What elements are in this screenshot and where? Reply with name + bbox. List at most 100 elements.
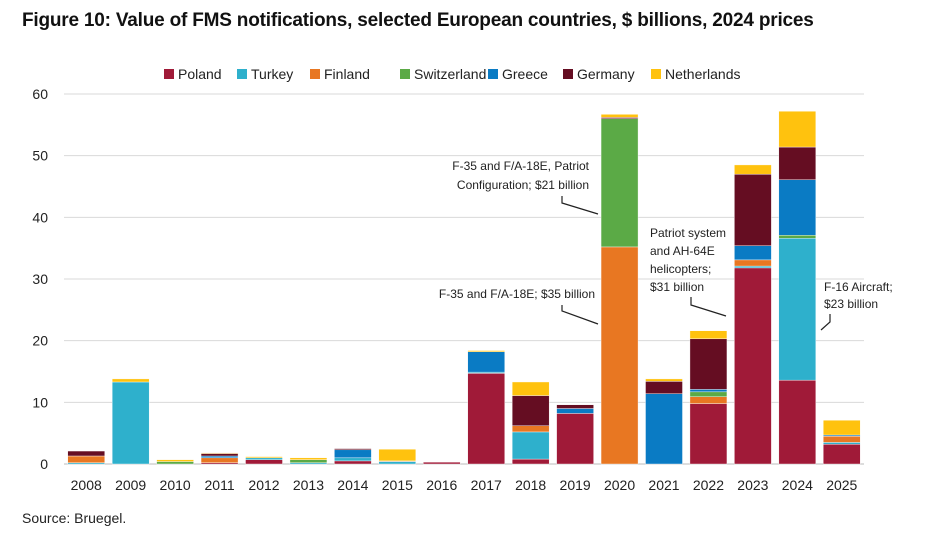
x-tick-label: 2008 [71, 477, 102, 493]
bar-turkey-2025 [823, 442, 861, 445]
bar-germany-2014 [334, 448, 372, 451]
x-tick-label: 2017 [471, 477, 502, 493]
annotation-leader-line [561, 196, 599, 215]
x-tick-label: 2011 [205, 477, 235, 493]
legend-label-netherlands: Netherlands [665, 66, 741, 82]
y-tick-label: 40 [32, 209, 48, 225]
bar-greece-2017 [467, 351, 505, 373]
annotation-leader-line [820, 314, 831, 331]
bar-greece-2019 [556, 408, 594, 414]
bar-poland-2025 [823, 444, 861, 465]
x-tick-label: 2016 [426, 477, 457, 493]
annotation-leader-line [690, 297, 727, 317]
y-tick-label: 50 [32, 148, 48, 164]
bar-netherlands-2025 [823, 420, 861, 436]
annotations: F-35 and F/A-18E, Patriot Configuration; … [439, 159, 893, 331]
bar-turkey-2015 [378, 461, 417, 465]
bar-poland-2023 [734, 267, 772, 465]
bar-germany-2019 [556, 404, 594, 409]
x-tick-label: 2020 [604, 477, 635, 493]
annotation-2020-switzerland: F-35 and F/A-18E, Patriot Configuration; … [452, 159, 589, 192]
bar-switzerland-2024 [778, 235, 817, 239]
bar-germany-2023 [734, 173, 772, 246]
bar-germany-2011 [200, 453, 239, 457]
bar-germany-2022 [689, 338, 728, 390]
bar-poland-2017 [467, 373, 505, 465]
bar-turkey-2018 [511, 431, 550, 460]
legend-swatch-finland [310, 69, 320, 79]
x-tick-label: 2019 [560, 477, 591, 493]
x-tick-label: 2021 [648, 477, 679, 493]
bar-turkey-2014 [334, 457, 372, 462]
legend-swatch-greece [488, 69, 498, 79]
bar-greece-2021 [645, 393, 683, 465]
legend-swatch-germany [563, 69, 573, 79]
legend-label-greece: Greece [502, 66, 548, 82]
bar-poland-2022 [689, 403, 728, 465]
annotation-2020-finland: F-35 and F/A-18E; $35 billion [439, 287, 595, 301]
bar-finland-2018 [511, 425, 550, 433]
bar-switzerland-2010 [156, 461, 194, 465]
annotation-2023-poland: Patriot system and AH-64E helicopters; $31 … [650, 226, 726, 294]
bar-poland-2012 [245, 459, 283, 465]
bar-germany-2008 [67, 450, 105, 457]
legend-swatch-poland [164, 69, 174, 79]
bar-greece-2022 [689, 389, 728, 393]
x-tick-label: 2012 [248, 477, 279, 493]
bar-netherlands-2018 [511, 381, 550, 396]
bar-germany-2018 [511, 395, 550, 426]
bar-netherlands-2022 [689, 330, 728, 340]
bar-turkey-2023 [734, 265, 772, 269]
bar-poland-2018 [511, 458, 550, 465]
bar-greece-2014 [334, 449, 372, 459]
annotation-leader-line [561, 305, 599, 325]
bar-finland-2008 [67, 455, 105, 463]
bar-netherlands-2023 [734, 164, 772, 175]
bar-poland-2024 [778, 379, 817, 465]
y-tick-label: 20 [32, 333, 48, 349]
legend-swatch-switzerland [400, 69, 410, 79]
bar-finland-2020 [600, 246, 639, 465]
bar-switzerland-2022 [689, 391, 728, 397]
source-note: Source: Bruegel. [22, 510, 127, 526]
x-tick-label: 2018 [515, 477, 546, 493]
chart-title: Figure 10: Value of FMS notifications, s… [22, 10, 814, 31]
x-tick-label: 2022 [693, 477, 724, 493]
bar-germany-2024 [778, 146, 817, 180]
bar-netherlands-2024 [778, 111, 817, 148]
legend-label-poland: Poland [178, 66, 222, 82]
bar-poland-2019 [556, 413, 594, 465]
bar-switzerland-2013 [289, 459, 328, 463]
bar-greece-2023 [734, 245, 772, 261]
legend-label-switzerland: Switzerland [414, 66, 486, 82]
legend-label-turkey: Turkey [251, 66, 293, 82]
x-tick-label: 2010 [160, 477, 191, 493]
bar-netherlands-2011 [200, 452, 239, 454]
bar-finland-2011 [200, 457, 239, 463]
bar-switzerland-2020 [600, 118, 639, 248]
legend-swatch-turkey [237, 69, 247, 79]
bar-netherlands-2017 [467, 350, 505, 352]
bar-poland-2016 [423, 461, 461, 465]
bar-netherlands-2020 [600, 114, 639, 118]
legend-swatch-netherlands [651, 69, 661, 79]
bar-netherlands-2015 [378, 449, 417, 462]
bar-germany-2021 [645, 381, 683, 394]
x-tick-label: 2025 [826, 477, 857, 493]
bar-turkey-2009 [111, 381, 150, 465]
bar-finland-2023 [734, 259, 772, 267]
x-tick-label: 2014 [337, 477, 368, 493]
annotation-2024-turkey: F-16 Aircraft; $23 billion [824, 280, 893, 311]
legend-label-finland: Finland [324, 66, 370, 82]
legend-label-germany: Germany [577, 66, 635, 82]
x-tick-label: 2023 [737, 477, 768, 493]
y-tick-label: 30 [32, 271, 48, 287]
bar-netherlands-2013 [289, 457, 328, 460]
x-tick-label: 2024 [782, 477, 813, 493]
bar-netherlands-2012 [245, 456, 283, 459]
y-tick-label: 10 [32, 394, 48, 410]
bar-finland-2022 [689, 396, 728, 404]
y-tick-label: 0 [40, 456, 48, 472]
